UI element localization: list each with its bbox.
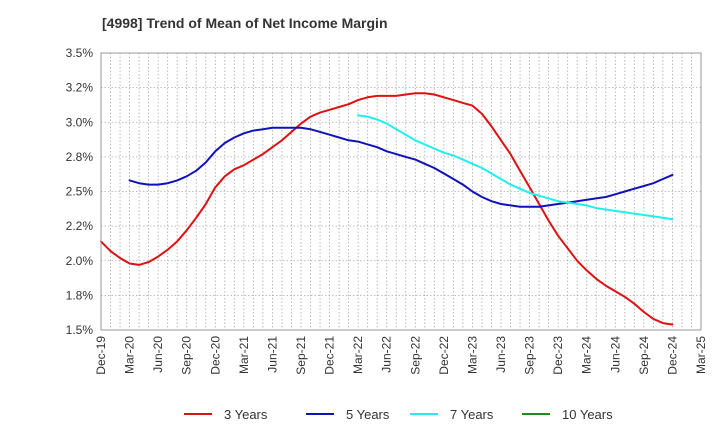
series-line-5-years bbox=[128, 126, 674, 208]
x-axis-tick-labels: Dec-19 Mar-20 Jun-20 Sep-20 Dec-20 Mar-21 Jun-… bbox=[94, 336, 708, 375]
x-tick-label: Dec-24 bbox=[665, 336, 679, 375]
chart-title: [4998] Trend of Mean of Net Income Margi… bbox=[102, 15, 388, 31]
x-tick-label: Jun-24 bbox=[608, 336, 622, 373]
x-tick-label: Mar-22 bbox=[351, 336, 365, 374]
y-tick-label: 3.5% bbox=[66, 46, 94, 60]
y-tick-label: 1.5% bbox=[66, 323, 94, 337]
series-layer bbox=[100, 92, 674, 326]
legend-label: 7 Years bbox=[450, 407, 494, 422]
x-tick-label: Sep-20 bbox=[180, 336, 194, 375]
legend-item-3-years: 3 Years bbox=[184, 407, 268, 422]
x-tick-label: Jun-20 bbox=[151, 336, 165, 373]
y-tick-label: 3.0% bbox=[66, 115, 94, 129]
legend-item-10-years: 10 Years bbox=[522, 407, 613, 422]
x-tick-label: Mar-24 bbox=[580, 336, 594, 374]
x-tick-label: Dec-19 bbox=[94, 336, 108, 375]
x-tick-label: Jun-23 bbox=[494, 336, 508, 373]
x-tick-label: Dec-23 bbox=[551, 336, 565, 375]
x-tick-label: Dec-21 bbox=[323, 336, 337, 375]
x-tick-label: Mar-25 bbox=[694, 336, 708, 374]
x-tick-label: Mar-23 bbox=[465, 336, 479, 374]
x-tick-label: Jun-21 bbox=[265, 336, 279, 373]
y-tick-label: 1.8% bbox=[66, 288, 94, 302]
legend-item-7-years: 7 Years bbox=[410, 407, 494, 422]
x-tick-label: Jun-22 bbox=[380, 336, 394, 373]
y-tick-label: 2.5% bbox=[66, 185, 94, 199]
x-tick-label: Sep-21 bbox=[294, 336, 308, 375]
legend-label: 3 Years bbox=[224, 407, 268, 422]
plot-frame bbox=[100, 52, 702, 331]
x-tick-label: Dec-20 bbox=[208, 336, 222, 375]
x-tick-label: Mar-21 bbox=[237, 336, 251, 374]
legend-item-5-years: 5 Years bbox=[306, 407, 390, 422]
y-tick-label: 2.8% bbox=[66, 150, 94, 164]
x-tick-label: Sep-22 bbox=[408, 336, 422, 375]
y-tick-label: 2.0% bbox=[66, 254, 94, 268]
legend-label: 5 Years bbox=[346, 407, 390, 422]
legend-label: 10 Years bbox=[562, 407, 613, 422]
gridlines bbox=[101, 53, 701, 330]
legend: 3 Years 5 Years 7 Years 10 Years bbox=[184, 407, 613, 422]
series-line-7-years bbox=[357, 114, 674, 221]
x-tick-label: Mar-20 bbox=[123, 336, 137, 374]
y-axis-tick-labels: 1.5% 1.8% 2.0% 2.2% 2.5% 2.8% 3.0% 3.2% 3.5% bbox=[66, 46, 94, 337]
plot-area bbox=[101, 53, 701, 330]
y-tick-label: 2.2% bbox=[66, 219, 94, 233]
series-line-3-years bbox=[100, 92, 674, 326]
y-tick-label: 3.2% bbox=[66, 81, 94, 95]
x-tick-label: Sep-23 bbox=[523, 336, 537, 375]
x-tick-label: Dec-22 bbox=[437, 336, 451, 375]
x-tick-label: Sep-24 bbox=[637, 336, 651, 375]
